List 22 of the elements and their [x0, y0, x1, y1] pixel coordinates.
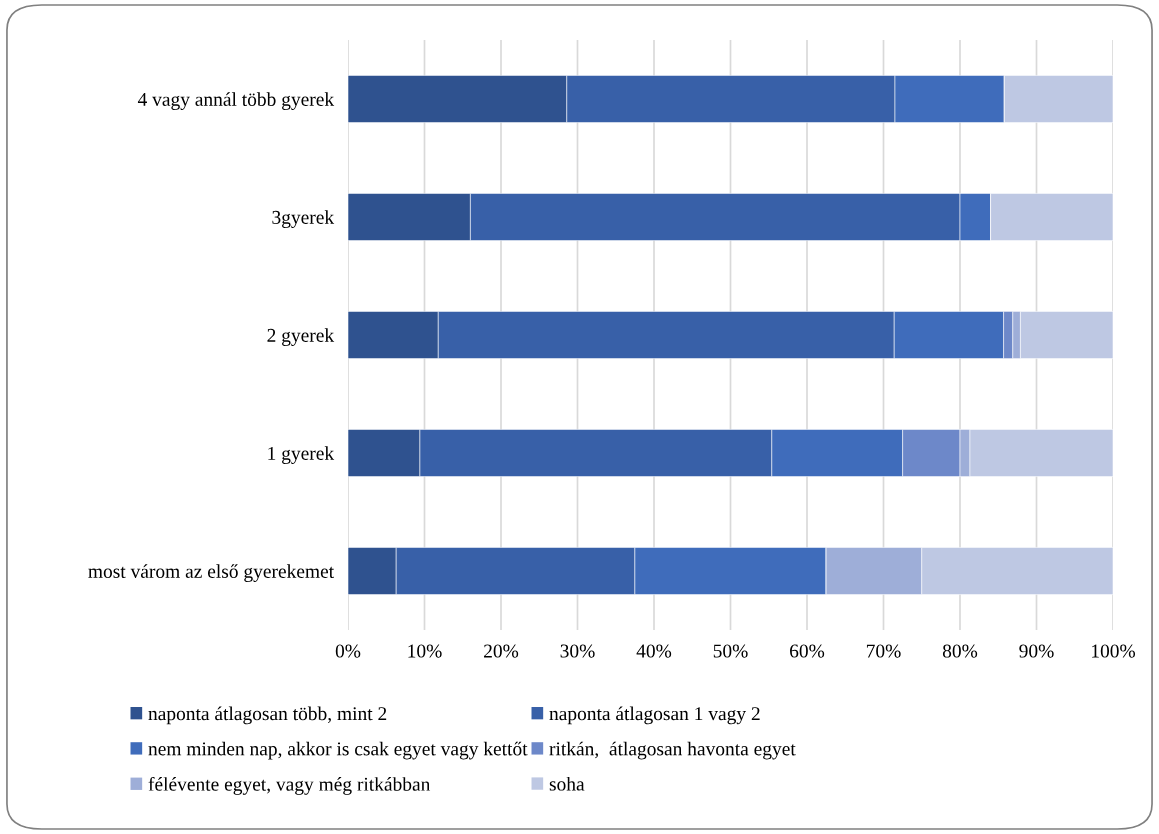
x-tick-label: 90%: [1019, 644, 1054, 658]
legend-label: naponta átlagosan 1 vagy 2: [549, 706, 760, 725]
x-tick-label: 70%: [866, 644, 901, 658]
y-tick-label: 1 gyerek: [268, 446, 335, 464]
x-tick-label: 40%: [636, 644, 672, 658]
y-tick-label: most várom az első gyerekemet: [88, 564, 334, 582]
y-tick-label: 3gyerek: [272, 210, 335, 228]
legend-label: félévente egyet, vagy még ritkábban: [148, 776, 431, 795]
legend-label: ritkán, átlagosan havonta egyet: [549, 741, 796, 760]
x-tick-label: 50%: [713, 644, 748, 658]
x-tick-label: 20%: [484, 644, 519, 658]
y-tick-label: 2 gyerek: [267, 328, 335, 346]
x-tick-label: 80%: [942, 644, 978, 658]
x-tick-label: 100%: [1092, 644, 1136, 658]
legend-label: soha: [549, 776, 585, 791]
x-tick-label: 10%: [408, 644, 442, 658]
legend-label: nem minden nap, akkor is csak egyet vagy kettőt: [148, 741, 528, 760]
legend-label: naponta átlagosan több, mint 2: [148, 706, 387, 725]
x-tick-label: 0%: [335, 644, 361, 658]
x-tick-label: 30%: [560, 644, 595, 658]
y-tick-label: 4 vagy annál több gyerek: [137, 92, 335, 110]
x-tick-label: 60%: [790, 644, 825, 658]
